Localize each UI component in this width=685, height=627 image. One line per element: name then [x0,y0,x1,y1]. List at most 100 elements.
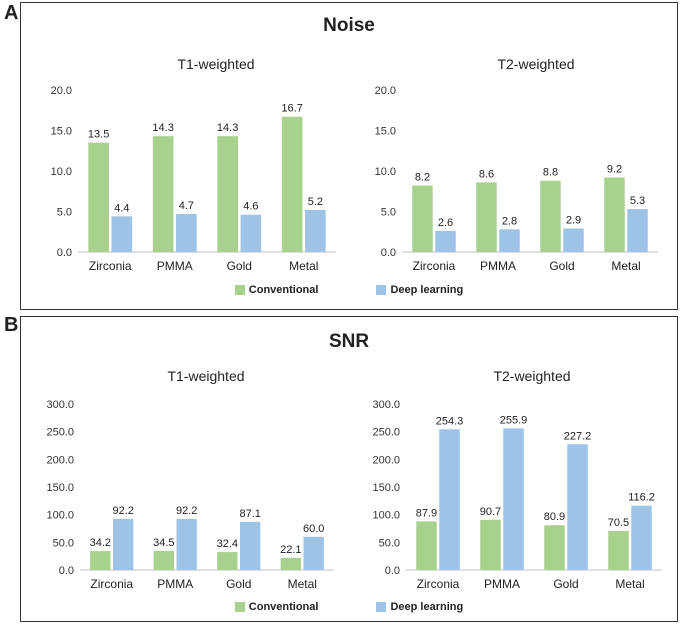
legend-item-deep-learning: Deep learning [376,284,463,296]
noise-t2-chart: 0.0 5.0 10.0 15.0 20.0 8.2 2.6 Zirconia 8.6 2.8 PM… [375,85,658,273]
y-tick-label: 250.0 [46,427,74,439]
data-label: 2.8 [502,215,517,227]
data-label: 22.1 [280,544,301,556]
data-label: 8.8 [543,167,558,179]
bar-conventional-gold [540,180,561,252]
y-tick-label: 5.0 [381,207,396,219]
category-label-zirconia: Zirconia [89,259,132,273]
category-label-zirconia: Zirconia [417,577,460,591]
data-label: 4.4 [114,202,129,214]
y-tick-label: 20.0 [51,85,72,97]
data-label: 227.2 [564,430,592,442]
chart-title-snr-t2: T2-weighted [493,368,571,384]
bar-conventional-zirconia [416,521,437,570]
y-tick-label: 250.0 [372,427,400,439]
y-tick-label: 15.0 [375,126,396,138]
data-label: 116.2 [628,492,655,504]
bar-deep-learning-zirconia [439,429,460,570]
category-label-gold: Gold [553,577,578,591]
y-tick-label: 0.0 [381,247,396,259]
bar-conventional-pmma [480,519,501,570]
category-label-zirconia: Zirconia [90,577,133,591]
y-tick-label: 5.0 [57,207,72,219]
bar-deep-learning-pmma [176,213,197,252]
snr-panel: SNR T1-weighted T2-weighted Conventional… [20,316,678,622]
bar-conventional-pmma [152,136,174,252]
bar-deep-learning-zirconia [111,216,133,252]
bar-deep-learning-gold [240,214,262,252]
legend-swatch-conventional [234,602,245,612]
category-label-pmma: PMMA [484,577,520,591]
snr-t1-chart: 0.0 50.0 100.0 150.0 200.0 250.0 300.0 34.2 92.2… [46,399,334,591]
bar-deep-learning-metal [631,505,652,570]
bar-conventional-pmma [476,182,497,252]
bar-conventional-metal [604,177,625,252]
noise-panel: Noise T1-weighted T2-weighted Convention… [20,2,678,310]
data-label: 16.7 [281,103,302,115]
data-label: 8.2 [415,172,430,184]
data-label: 87.9 [416,507,437,519]
bar-conventional-gold [217,552,238,570]
y-tick-label: 150.0 [46,482,74,494]
data-label: 34.5 [153,537,174,549]
panel-title-noise: Noise [323,15,375,36]
category-label-metal: Metal [288,577,317,591]
bar-deep-learning-gold [240,521,261,570]
legend-label-conventional: Conventional [248,601,319,613]
bar-conventional-pmma [153,550,174,570]
category-label-metal: Metal [611,259,640,273]
bar-deep-learning-zirconia [113,518,134,570]
legend-swatch-deep-learning [376,602,387,612]
data-label: 87.1 [239,508,260,520]
y-tick-label: 200.0 [46,454,74,466]
data-label: 8.6 [479,168,494,180]
bar-conventional-metal [281,116,303,252]
legend-swatch-deep-learning [376,285,387,295]
legend-item-deep-learning: Deep learning [376,601,463,613]
panel-title-snr: SNR [328,331,370,352]
chart-title-noise-t1: T1-weighted [177,56,255,72]
y-tick-label: 150.0 [372,482,400,494]
category-label-pmma: PMMA [157,577,193,591]
data-label: 14.3 [152,122,173,134]
bar-deep-learning-gold [563,228,584,252]
data-label: 4.6 [243,201,258,213]
y-tick-label: 20.0 [375,85,396,97]
y-tick-label: 50.0 [53,537,74,549]
data-label: 13.5 [88,129,109,141]
bar-deep-learning-pmma [503,428,524,570]
y-tick-label: 200.0 [372,454,400,466]
data-label: 2.6 [438,217,453,229]
bar-conventional-gold [217,136,238,252]
legend-label-deep-learning: Deep learning [390,601,464,613]
y-tick-label: 0.0 [57,247,72,259]
bar-deep-learning-zirconia [435,230,456,252]
bar-deep-learning-pmma [499,229,520,252]
data-label: 32.4 [217,538,238,550]
data-label: 90.7 [480,506,501,518]
category-label-gold: Gold [549,259,574,273]
data-label: 92.2 [112,505,133,517]
noise-t1-chart: 0.0 5.0 10.0 15.0 20.0 13.5 4.4 Zirconia 14.3 4.7… [51,85,336,273]
snr-t2-chart: 0.0 50.0 100.0 150.0 200.0 250.0 300.0 87.9 254.… [372,399,662,591]
panel-letter-b: B [4,314,19,336]
bar-conventional-metal [608,530,629,570]
bar-conventional-zirconia [88,142,109,252]
data-label: 254.3 [436,415,464,427]
data-label: 9.2 [607,163,622,175]
chart-title-snr-t1: T1-weighted [167,368,245,384]
legend-swatch-conventional [234,285,245,295]
chart-title-noise-t2: T2-weighted [497,56,575,72]
data-label: 4.7 [179,200,194,212]
data-label: 34.2 [90,537,111,549]
bar-deep-learning-gold [567,444,588,570]
data-label: 5.2 [308,196,323,208]
data-label: 14.3 [217,122,238,134]
y-tick-label: 300.0 [372,399,400,411]
legend-item-conventional: Conventional [234,284,318,296]
bar-deep-learning-pmma [176,518,197,570]
category-label-gold: Gold [227,259,252,273]
bar-conventional-zirconia [90,551,111,570]
category-label-pmma: PMMA [157,259,193,273]
panel-letter-a: A [4,2,19,24]
